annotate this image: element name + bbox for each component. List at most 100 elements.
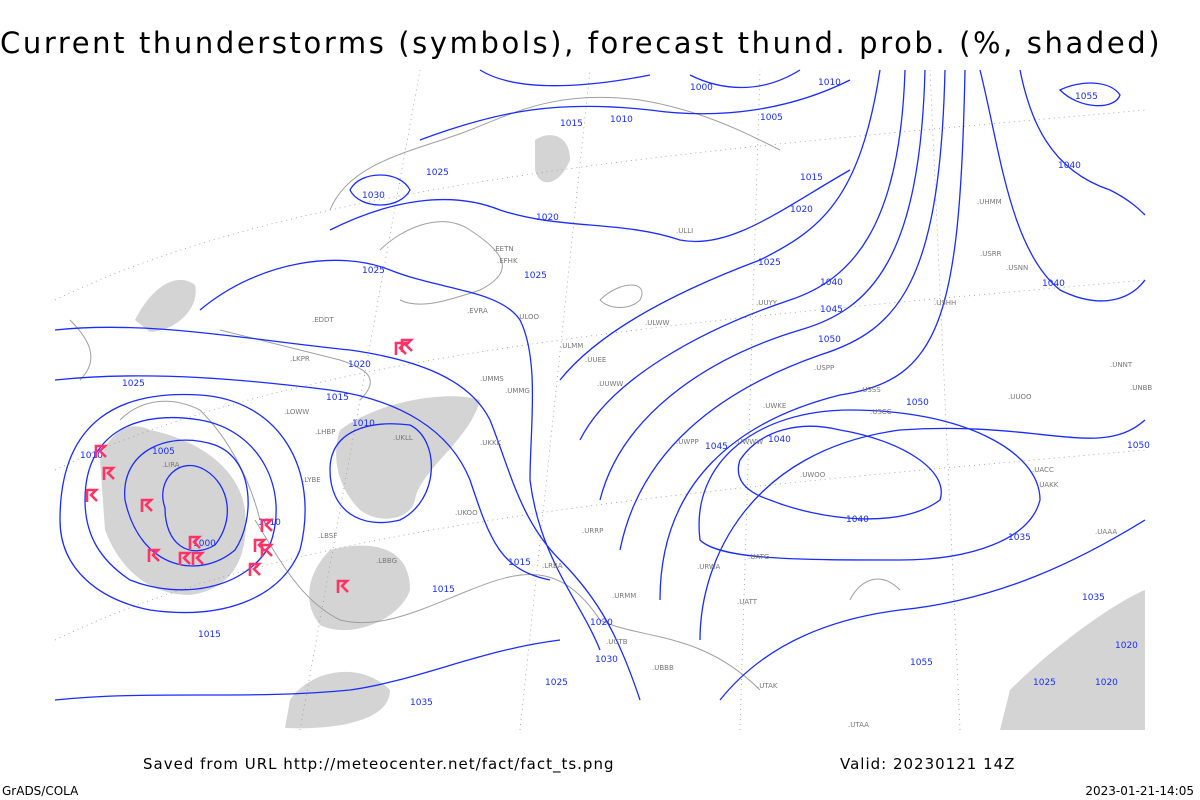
station-label: .UKLL (393, 434, 413, 442)
isobar-label: 1050 (1127, 441, 1150, 451)
isobar-label: 1025 (524, 271, 547, 281)
station-label: .UNBB (1130, 384, 1152, 392)
station-label: .LKPR (290, 355, 310, 363)
station-label: .USSS (860, 386, 881, 394)
isobar-label: 1015 (198, 630, 221, 640)
station-label: .UATT (737, 598, 758, 606)
isobar-label: 1020 (348, 360, 371, 370)
station-label: .USNN (1006, 264, 1028, 272)
station-label: .USPP (814, 364, 834, 372)
station-label: .URMM (612, 592, 636, 600)
station-label: .UATG (748, 553, 769, 561)
isobar-label: 1030 (362, 191, 385, 201)
thunderstorm-icon (260, 518, 275, 532)
station-label: .UKKK (480, 439, 502, 447)
station-label: .ULOO (517, 313, 540, 321)
isobar-label: 1045 (705, 442, 728, 452)
station-label: .URWA (697, 563, 720, 571)
generated-timestamp: 2023-01-21-14:05 (1085, 784, 1194, 798)
isobar-label: 1025 (758, 258, 781, 268)
isobar-label: 1020 (1095, 678, 1118, 688)
isobar-label: 1035 (1082, 593, 1105, 603)
isobar-label: 1025 (545, 678, 568, 688)
station-label: .ULMM (560, 342, 583, 350)
station-label: .UUYY (756, 299, 778, 307)
station-label: .LBBG (376, 557, 397, 565)
station-label: .LBSF (318, 532, 337, 540)
isobar-label: 1015 (508, 558, 531, 568)
isobar-label: 1050 (818, 335, 841, 345)
isobar-label: 1030 (595, 655, 618, 665)
isobar-label: 1010 (352, 419, 375, 429)
thunderstorm-icon (94, 444, 109, 458)
station-label: .ULLI (676, 227, 693, 235)
station-label: .LIRA (162, 461, 180, 469)
thunderstorm-icon (260, 543, 275, 557)
isobar-label: 1040 (846, 515, 869, 525)
probability-shading (100, 135, 1145, 730)
station-label: .UAKK (1037, 481, 1059, 489)
station-label: .UMMG (505, 387, 530, 395)
station-label: .USHH (934, 299, 956, 307)
thunderstorm-icon (336, 579, 351, 593)
isobar-labels: 1000 1010 1005 1015 1010 1030 1025 1020 1025 1025… (80, 78, 1150, 708)
valid-time: Valid: 20230121 14Z (840, 755, 1016, 773)
station-label: .UUWW (597, 380, 623, 388)
coastlines-borders (69, 96, 901, 691)
isobar-label: 1015 (800, 173, 823, 183)
station-label: .ULWW (645, 319, 670, 327)
isobar-label: 1040 (820, 278, 843, 288)
isobar-label: 1020 (1115, 641, 1138, 651)
isobar-label: 1045 (820, 305, 843, 315)
isobar-label: 1025 (426, 168, 449, 178)
station-label: .UWKE (763, 402, 786, 410)
isobar-label: 1020 (790, 205, 813, 215)
station-label: .UACC (1032, 466, 1054, 474)
isobar-label: 1005 (152, 447, 175, 457)
isobar-label: 1010 (818, 78, 841, 88)
station-label: .USRR (980, 250, 1002, 258)
station-label: .UBBB (652, 664, 674, 672)
station-label: .UTAK (757, 682, 778, 690)
station-label: .UWWW (735, 438, 763, 446)
station-label: .UTAA (848, 721, 869, 729)
station-label: .LOWW (284, 408, 309, 416)
station-label: .UWOO (800, 471, 826, 479)
thunderstorm-icon (400, 338, 415, 352)
station-label: .UAAA (1095, 528, 1117, 536)
isobar-label: 1040 (1058, 161, 1081, 171)
map-title: Current thunderstorms (symbols), forecas… (0, 26, 1163, 60)
software-credit: GrADS/COLA (2, 784, 79, 798)
isobar-label: 1010 (610, 115, 633, 125)
station-label: .LRBA (542, 562, 563, 570)
isobar-label: 1005 (760, 113, 783, 123)
station-label: .UGTB (606, 638, 628, 646)
isobar-label: 1050 (906, 398, 929, 408)
station-label: .UWPP (676, 438, 699, 446)
station-label: .UKOO (455, 509, 478, 517)
isobar-label: 1020 (536, 213, 559, 223)
isobar-label: 1055 (1075, 92, 1098, 102)
station-label: .UHMM (977, 198, 1002, 206)
thunderstorm-icon (248, 562, 263, 576)
station-label: .LHBP (315, 428, 335, 436)
isobar-label: 1040 (1042, 279, 1065, 289)
thunderstorm-icon (191, 551, 206, 565)
station-label: .EETN (493, 245, 514, 253)
station-label: .EFHK (497, 257, 518, 265)
isobar-label: 1035 (410, 698, 433, 708)
isobars (54, 69, 1146, 701)
isobar-label: 1000 (690, 83, 713, 93)
station-label: .LYBE (302, 476, 321, 484)
isobar-label: 1015 (432, 585, 455, 595)
isobar-label: 1010 (80, 451, 103, 461)
isobar-label: 1015 (326, 393, 349, 403)
isobar-label: 1035 (1008, 533, 1031, 543)
station-label: .UMMS (480, 375, 504, 383)
station-label: .UUEE (585, 356, 606, 364)
station-label: .UNNT (1110, 361, 1133, 369)
thunderstorm-icon (178, 551, 193, 565)
thunderstorm-icon (147, 548, 162, 562)
thunderstorm-icon (188, 535, 203, 549)
